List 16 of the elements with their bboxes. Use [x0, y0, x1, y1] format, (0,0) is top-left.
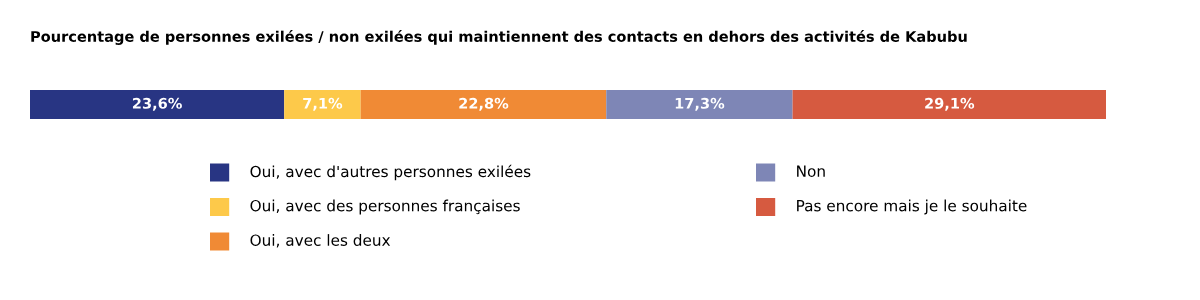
bar — [284, 90, 361, 120]
legend-label: Oui, avec d'autres personnes exilées — [250, 164, 531, 181]
chart-title: Pourcentage de personnes exilées / non exilées qui maintiennent des contacts en dehors des activités de Kabubu — [31, 30, 967, 45]
bar — [360, 90, 607, 120]
bar — [606, 90, 793, 120]
data-label: 17,3% — [675, 97, 725, 111]
legend-label: Non — [797, 165, 825, 177]
legend-label: Oui, avec les deux — [250, 234, 391, 248]
legend-label: Pas encore mais je le souhaite — [797, 199, 1027, 215]
data-label: 29,1% — [925, 97, 975, 111]
data-label: 22,8% — [459, 97, 509, 111]
bar — [30, 90, 285, 120]
data-label: 7,1% — [303, 97, 343, 111]
data-label: 23,6% — [132, 97, 182, 111]
legend-label: Oui, avec des personnes françaises — [250, 199, 520, 215]
bar — [792, 90, 1107, 120]
